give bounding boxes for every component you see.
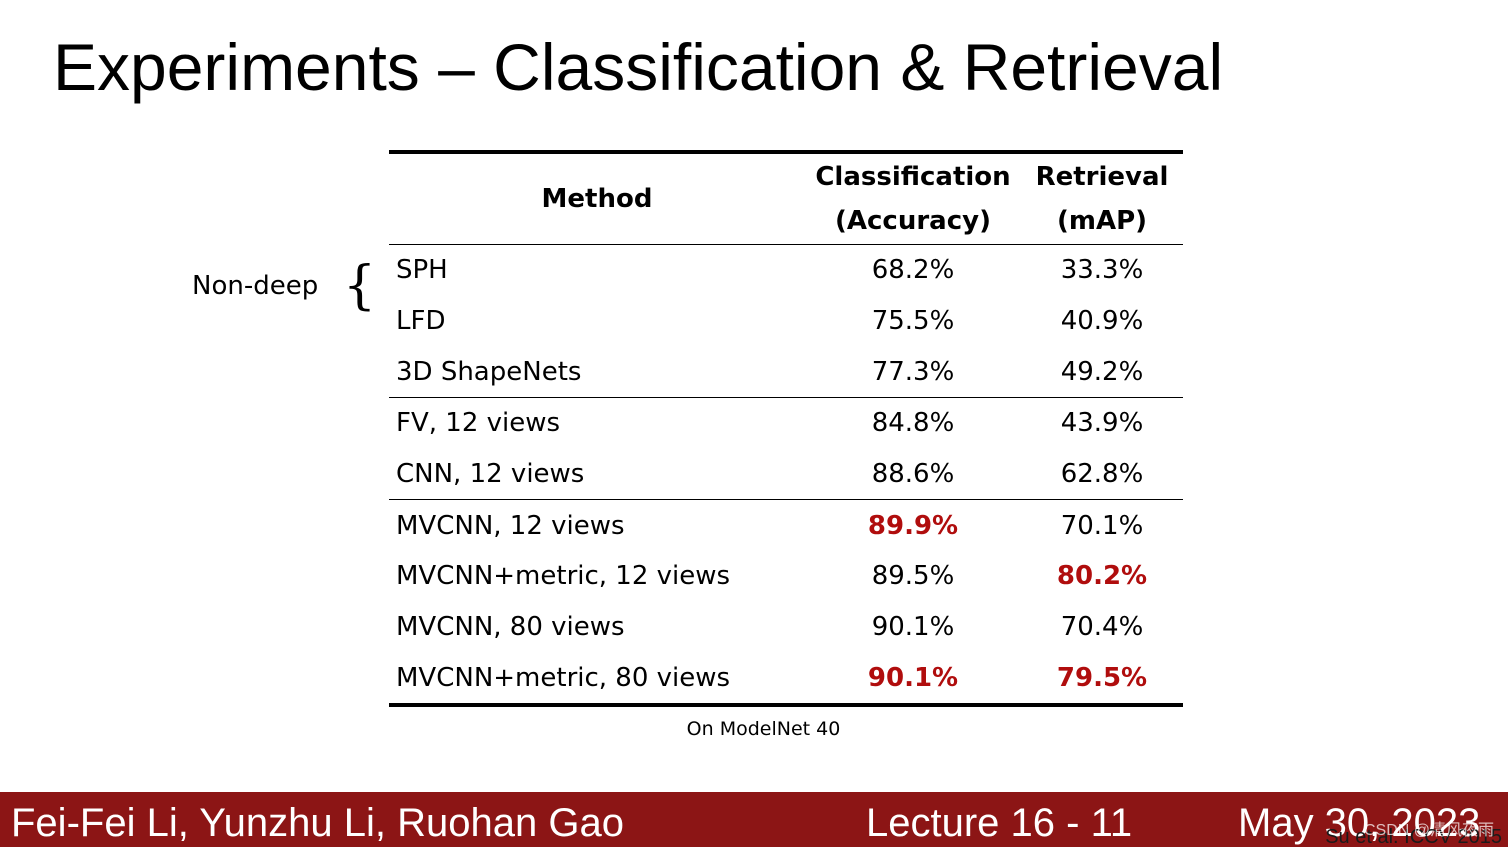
classification-cell: 89.5% xyxy=(871,561,955,592)
curly-brace: { xyxy=(343,256,377,316)
classification-cell: 89.9% xyxy=(867,510,959,541)
watermark: CSDN @清风夜雨 xyxy=(1363,822,1494,839)
footer-lecture: Lecture 16 - 11 xyxy=(866,801,1133,845)
footer-date: May 30, 2023 xyxy=(1238,801,1481,845)
table-header-row: Method Classification (Accuracy) Retriev… xyxy=(389,150,1183,245)
retrieval-cell: 33.3% xyxy=(1060,255,1144,286)
results-table: Method Classification (Accuracy) Retriev… xyxy=(389,150,1183,708)
method-cell: MVCNN+metric, 12 views xyxy=(396,561,731,592)
method-cell: LFD xyxy=(396,306,446,337)
method-cell: MVCNN+metric, 80 views xyxy=(389,652,805,708)
footer-authors: Fei-Fei Li, Yunzhu Li, Ruohan Gao xyxy=(11,801,624,845)
method-cell: SPH xyxy=(396,255,448,286)
header-classification-line1: Classification xyxy=(815,162,1011,192)
classification-cell: 90.1% xyxy=(871,612,955,643)
table-row: MVCNN+metric, 80 views 90.1% 79.5% xyxy=(389,652,1183,708)
header-classification-line2: (Accuracy) xyxy=(835,206,991,236)
method-cell: MVCNN, 80 views xyxy=(396,612,625,643)
retrieval-cell: 79.5% xyxy=(1021,652,1183,708)
method-cell: FV, 12 views xyxy=(396,408,561,439)
header-retrieval-line2: (mAP) xyxy=(1056,206,1148,236)
table-row: MVCNN, 80 views 90.1% 70.4% xyxy=(389,602,1183,653)
retrieval-cell: 70.1% xyxy=(1060,510,1144,541)
table-row: 3D ShapeNets 77.3% 49.2% xyxy=(389,346,1183,399)
retrieval-cell: 70.4% xyxy=(1060,612,1144,643)
method-cell: CNN, 12 views xyxy=(389,448,805,501)
retrieval-cell: 43.9% xyxy=(1060,408,1144,439)
header-retrieval-line1: Retrieval xyxy=(1035,162,1169,192)
method-cell: MVCNN, 12 views xyxy=(396,510,625,541)
retrieval-cell: 49.2% xyxy=(1021,346,1183,399)
table-row: LFD 75.5% 40.9% xyxy=(389,296,1183,347)
table-caption: On ModelNet 40 xyxy=(686,718,841,740)
classification-cell: 68.2% xyxy=(871,255,955,286)
table-row: FV, 12 views 84.8% 43.9% xyxy=(389,398,1183,449)
table-row: SPH 68.2% 33.3% xyxy=(389,245,1183,296)
header-method: Method xyxy=(389,150,805,245)
classification-cell: 84.8% xyxy=(871,408,955,439)
non-deep-label: Non-deep xyxy=(192,271,319,301)
slide-title: Experiments – Classification & Retrieval xyxy=(53,30,1224,104)
classification-cell: 75.5% xyxy=(871,306,955,337)
method-cell: 3D ShapeNets xyxy=(389,346,805,399)
classification-cell: 88.6% xyxy=(805,448,1021,501)
retrieval-cell: 62.8% xyxy=(1021,448,1183,501)
header-method-label: Method xyxy=(541,184,653,214)
table-row: MVCNN, 12 views 89.9% 70.1% xyxy=(389,500,1183,551)
classification-cell: 90.1% xyxy=(805,652,1021,708)
classification-cell: 77.3% xyxy=(805,346,1021,399)
table-row: MVCNN+metric, 12 views 89.5% 80.2% xyxy=(389,551,1183,602)
table-row: CNN, 12 views 88.6% 62.8% xyxy=(389,448,1183,501)
citation: Su et al. ICCV 2015 xyxy=(1325,826,1502,848)
retrieval-cell: 80.2% xyxy=(1056,561,1148,592)
retrieval-cell: 40.9% xyxy=(1060,306,1144,337)
header-retrieval: Retrieval (mAP) xyxy=(1021,150,1183,245)
header-classification: Classification (Accuracy) xyxy=(805,150,1021,245)
footer-bar: Fei-Fei Li, Yunzhu Li, Ruohan Gao Lectur… xyxy=(0,792,1508,847)
